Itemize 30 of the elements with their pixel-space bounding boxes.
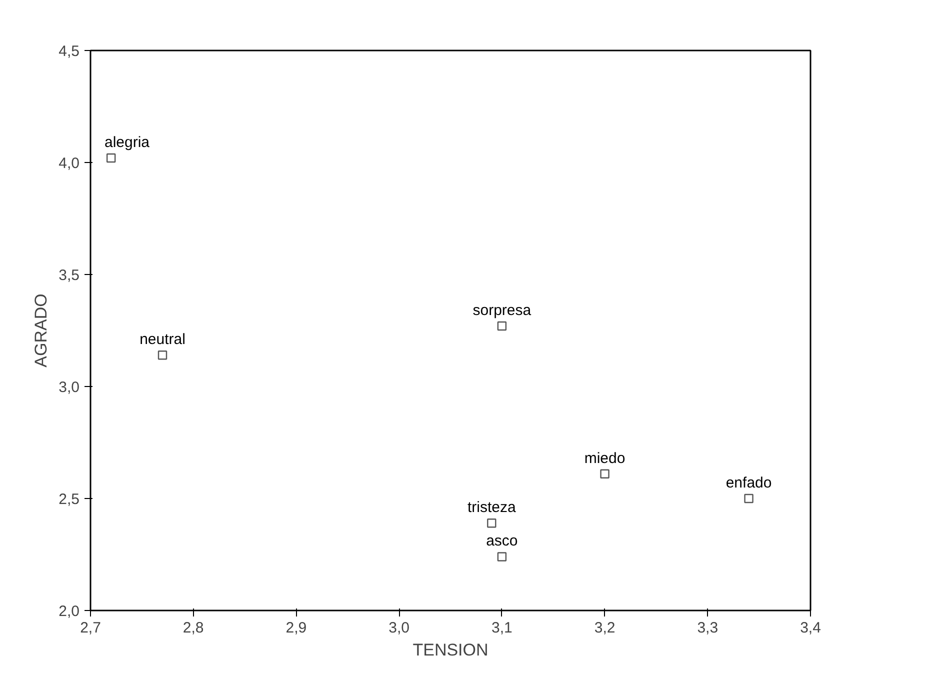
- x-tick-label: 3,4: [800, 620, 821, 636]
- x-tick-label: 3,0: [388, 620, 410, 636]
- y-tick-label: 2,5: [58, 491, 80, 508]
- x-tick-label: 2,9: [286, 620, 307, 636]
- y-tick-label: 3,5: [58, 267, 80, 284]
- y-axis-title: AGRADO: [32, 294, 51, 368]
- annotation: sorpresa: [472, 302, 532, 320]
- x-tick-label: 2,8: [182, 620, 204, 636]
- point: [487, 518, 496, 528]
- y-tick-label: 2,0: [58, 603, 80, 620]
- y-tick-label: 4,0: [58, 155, 80, 172]
- x-tick-label: 2,7: [80, 620, 101, 636]
- point: [106, 153, 116, 163]
- y-tick-label: 4,5: [58, 43, 80, 60]
- x-tick-label: 3,1: [492, 620, 512, 636]
- point: [497, 552, 507, 562]
- annotation: alegria: [104, 134, 150, 152]
- annotation: miedo: [584, 450, 626, 467]
- x-tick-label: 3,2: [594, 620, 616, 636]
- y-tick-label: 3,0: [58, 379, 80, 396]
- point: [744, 494, 754, 504]
- point: [600, 469, 610, 478]
- annotation: enfado: [726, 474, 772, 492]
- annotation: tristeza: [467, 499, 516, 516]
- point: [158, 350, 168, 360]
- x-tick-label: 3,3: [697, 620, 718, 636]
- annotation: neutral: [140, 331, 186, 348]
- x-axis-title: TENSION: [412, 640, 488, 660]
- point: [497, 321, 507, 331]
- annotation: asco: [486, 532, 518, 550]
